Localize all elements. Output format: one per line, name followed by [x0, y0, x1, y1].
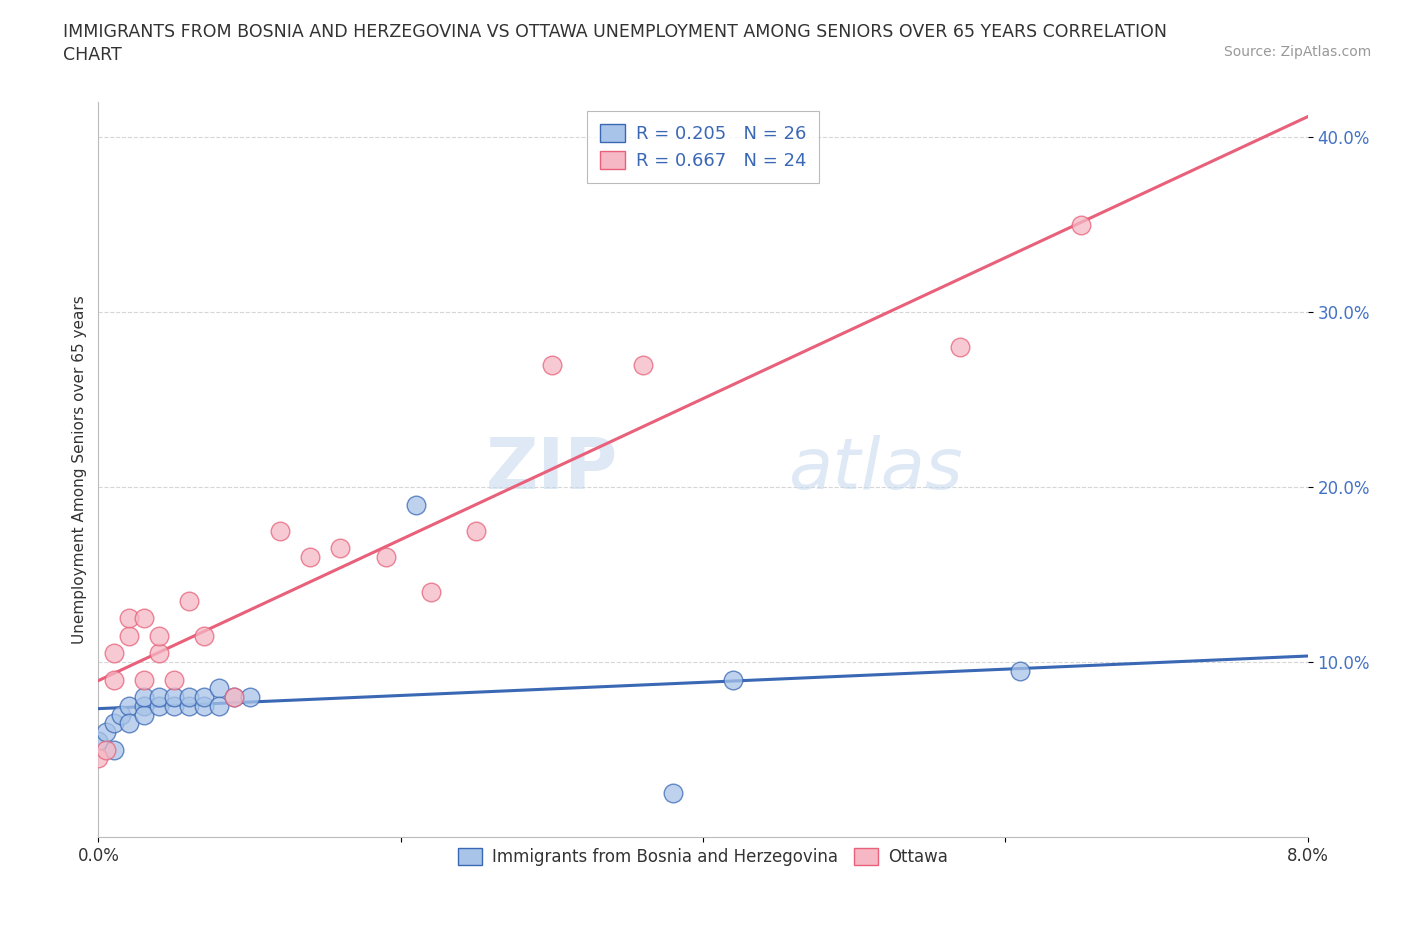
Point [329, 541, 352, 556]
Point [87, 751, 110, 765]
Point [103, 716, 125, 731]
Point [224, 690, 246, 705]
Text: atlas: atlas [787, 435, 962, 504]
Point [465, 524, 488, 538]
Legend: Immigrants from Bosnia and Herzegovina, Ottawa: Immigrants from Bosnia and Herzegovina, … [451, 842, 955, 872]
Point [103, 646, 125, 661]
Point [193, 698, 215, 713]
Point [224, 690, 246, 705]
Point [132, 698, 155, 713]
Point [103, 742, 125, 757]
Point [163, 698, 186, 713]
Point [110, 707, 132, 722]
Point [148, 629, 170, 644]
Point [87, 734, 110, 749]
Point [118, 629, 141, 644]
Point [661, 786, 683, 801]
Point [405, 498, 427, 512]
Point [163, 690, 186, 705]
Point [118, 716, 141, 731]
Point [540, 357, 562, 372]
Point [269, 524, 291, 538]
Point [208, 698, 231, 713]
Point [723, 672, 745, 687]
Point [631, 357, 654, 372]
Point [103, 672, 125, 687]
Point [132, 611, 155, 626]
Text: ZIP: ZIP [486, 435, 619, 504]
Point [193, 690, 215, 705]
Point [179, 593, 201, 608]
Point [94, 724, 117, 739]
Point [118, 611, 141, 626]
Text: IMMIGRANTS FROM BOSNIA AND HERZEGOVINA VS OTTAWA UNEMPLOYMENT AMONG SENIORS OVER: IMMIGRANTS FROM BOSNIA AND HERZEGOVINA V… [63, 23, 1167, 41]
Point [239, 690, 262, 705]
Text: CHART: CHART [63, 46, 122, 64]
Point [132, 690, 155, 705]
Point [148, 698, 170, 713]
Point [193, 629, 215, 644]
Point [299, 550, 322, 565]
Point [208, 681, 231, 696]
Point [163, 672, 186, 687]
Point [94, 742, 117, 757]
Y-axis label: Unemployment Among Seniors over 65 years: Unemployment Among Seniors over 65 years [72, 296, 87, 644]
Point [1070, 218, 1092, 232]
Point [132, 672, 155, 687]
Point [1010, 663, 1032, 678]
Point [148, 646, 170, 661]
Point [148, 690, 170, 705]
Text: Source: ZipAtlas.com: Source: ZipAtlas.com [1223, 45, 1371, 59]
Point [949, 339, 972, 354]
Point [118, 698, 141, 713]
Point [179, 698, 201, 713]
Point [374, 550, 396, 565]
Point [132, 707, 155, 722]
Point [420, 585, 443, 600]
Point [179, 690, 201, 705]
